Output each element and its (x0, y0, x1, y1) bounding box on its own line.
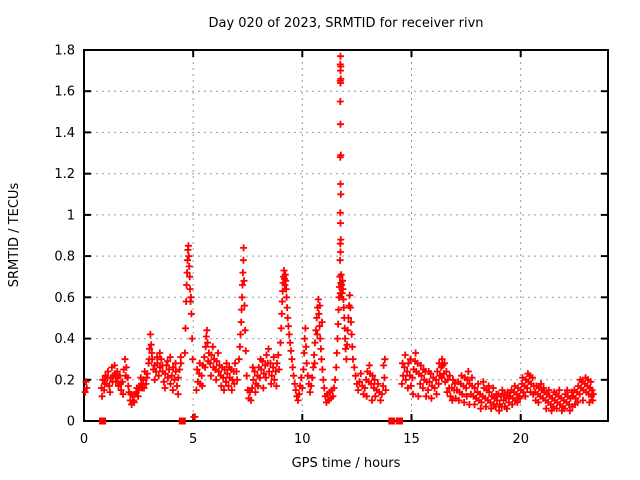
zero-flag-marker (178, 417, 186, 425)
zero-flag-marker (388, 417, 396, 425)
y-tick-label: 0.6 (54, 291, 75, 306)
x-tick-label: 15 (403, 432, 420, 447)
x-axis-label: GPS time / hours (291, 456, 401, 471)
zero-flag-marker (99, 417, 107, 425)
y-tick-label: 1.2 (54, 167, 75, 182)
x-tick-label: 20 (512, 432, 529, 447)
y-tick-label: 1.8 (54, 44, 75, 59)
y-tick-label: 0.2 (54, 373, 75, 388)
x-tick-label: 0 (80, 432, 88, 447)
scatter-points (81, 52, 597, 421)
y-tick-label: 0.8 (54, 250, 75, 265)
zero-flag-marker (396, 417, 403, 425)
x-tick-label: 5 (189, 432, 197, 447)
plot-border (83, 49, 609, 422)
y-tick-label: 1.6 (54, 85, 75, 100)
y-tick-label: 0.4 (54, 332, 75, 347)
y-tick-label: 1 (67, 208, 75, 223)
x-tick-label: 10 (294, 432, 311, 447)
chart-title: Day 020 of 2023, SRMTID for receiver riv… (208, 16, 484, 31)
y-tick-label: 0 (67, 415, 75, 430)
y-tick-label: 1.4 (54, 126, 75, 141)
